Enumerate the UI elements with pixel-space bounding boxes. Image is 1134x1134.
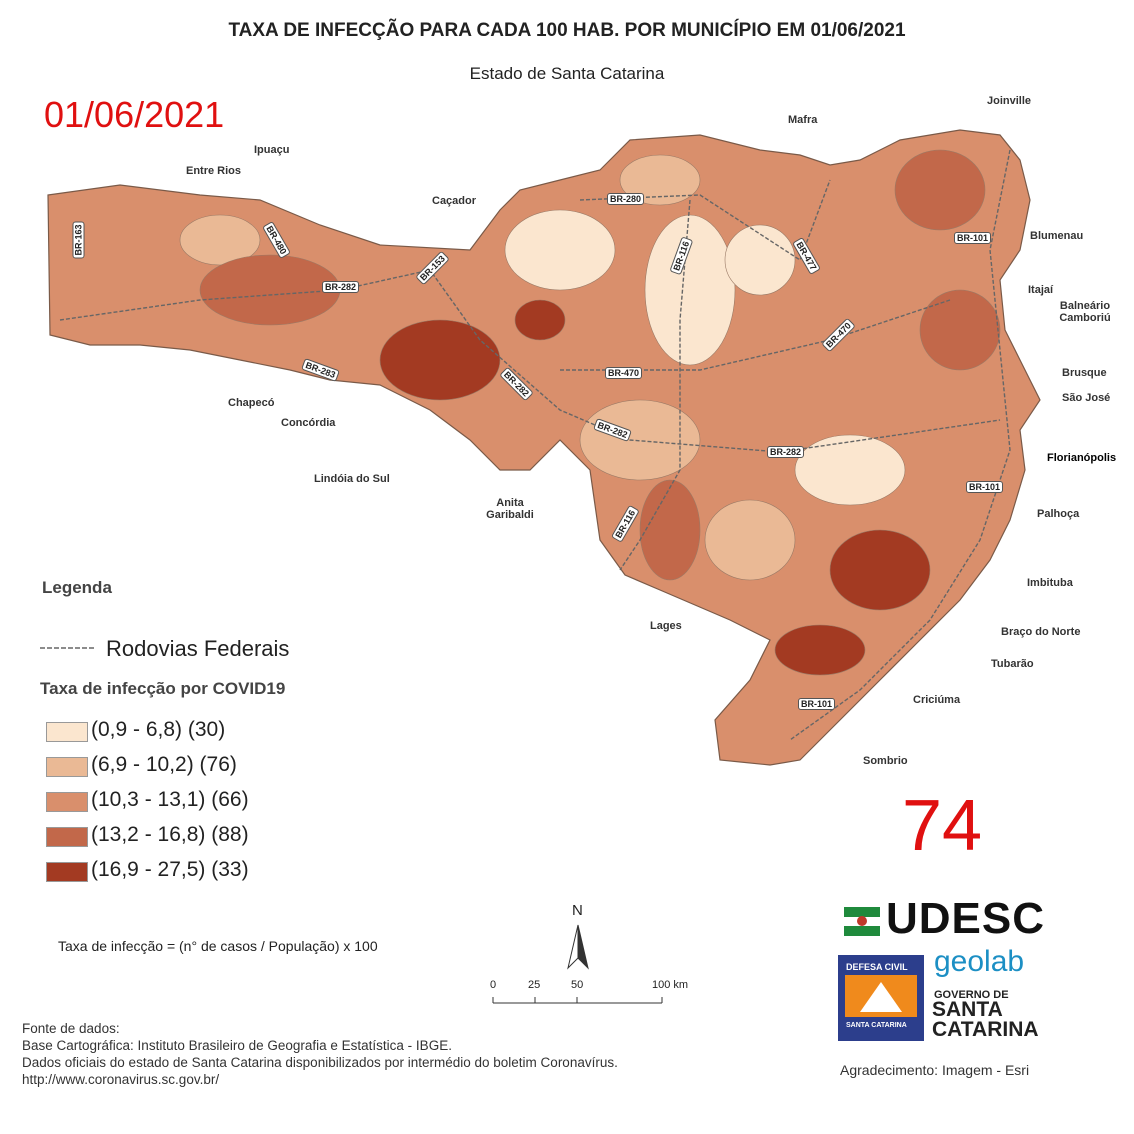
city-label: Mafra: [788, 114, 818, 126]
road-label: BR-280: [607, 193, 645, 205]
region: [639, 479, 701, 581]
road-line: [789, 149, 1011, 741]
city-label: Balneário Camboriú: [1059, 300, 1111, 324]
legend-label: (16,9 - 27,5) (33): [91, 858, 249, 881]
road-line: [59, 269, 1001, 453]
legend-swatch: [46, 722, 88, 742]
road-label: BR-470: [605, 367, 643, 379]
city-label: Braço do Norte: [1001, 626, 1081, 638]
region: [619, 154, 701, 206]
city-label: Imbituba: [1027, 577, 1073, 589]
subtitle: Estado de Santa Catarina: [469, 64, 665, 83]
road-line: [619, 199, 691, 571]
defesa-text: DEFESA CIVIL: [846, 962, 908, 972]
legend-swatch: [46, 862, 88, 882]
udesc-mark: [844, 907, 880, 936]
city-label: Criciúma: [913, 694, 961, 706]
legend-label: (0,9 - 6,8) (30): [91, 718, 226, 741]
scale-bar: [492, 997, 663, 1004]
road-label: BR-282: [322, 281, 360, 293]
city-label: Caçador: [432, 195, 477, 207]
city-label: Palhoça: [1037, 508, 1080, 520]
defesa-sub: SANTA CATARINA: [846, 1022, 907, 1029]
legend-label: (6,9 - 10,2) (76): [91, 753, 237, 776]
region: [724, 224, 796, 296]
region: [514, 299, 566, 341]
legend-title: Legenda: [42, 578, 112, 597]
region: [829, 529, 931, 611]
legend-swatch: [46, 792, 88, 812]
source-line: http://www.coronavirus.sc.gov.br/: [22, 1072, 220, 1087]
logo-block: [844, 907, 880, 917]
city-label: São José: [1062, 392, 1111, 404]
city-label: Tubarão: [991, 658, 1034, 670]
legend-classes-title: Taxa de infecção por COVID19: [40, 679, 286, 698]
gov-text: GOVERNO DE: [934, 989, 1009, 1001]
city-label: Entre Rios: [186, 165, 242, 177]
source-line: Fonte de dados:: [22, 1021, 120, 1036]
count: 74: [902, 786, 983, 866]
region: [644, 214, 736, 366]
city-label: Anita Garibaldi: [486, 497, 534, 521]
city-label: Itajaí: [1028, 284, 1054, 296]
source-line: Dados oficiais do estado de Santa Catari…: [22, 1055, 618, 1070]
city-label: Lindóia do Sul: [314, 473, 390, 485]
credit: Agradecimento: Imagem - Esri: [840, 1062, 1030, 1078]
legend-road-label: Rodovias Federais: [106, 636, 290, 661]
road-label: BR-101: [954, 232, 992, 244]
city-label: Florianópolis: [1047, 452, 1117, 464]
legend-swatch: [46, 827, 88, 847]
region: [579, 399, 701, 481]
region: [704, 499, 796, 581]
geolab-logo: geolab: [934, 945, 1025, 978]
source-line: Base Cartográfica: Instituto Brasileiro …: [22, 1038, 452, 1053]
defesa-logo: [838, 955, 924, 1041]
north-arrow: [567, 924, 589, 970]
city-label: Sombrio: [863, 755, 908, 767]
legend-label: (10,3 - 13,1) (66): [91, 788, 249, 811]
scale-label: 25: [528, 979, 541, 991]
city-label: Chapecó: [228, 397, 275, 409]
title: TAXA DE INFECÇÃO PARA CADA 100 HAB. POR …: [228, 20, 906, 41]
region: [504, 209, 616, 291]
arrow: [567, 924, 579, 970]
municipality-shading: [179, 149, 1001, 676]
scale-label: 100 km: [652, 979, 689, 991]
region: [379, 319, 501, 401]
region: [199, 254, 341, 326]
udesc-logo: UDESC: [886, 894, 1046, 943]
arrow: [577, 924, 589, 970]
road-label: BR-282: [767, 446, 805, 458]
gov-state: SANTA CATARINA: [932, 998, 1039, 1041]
road-label: BR-101: [966, 481, 1004, 493]
region: [794, 434, 906, 506]
legend-swatch: [46, 757, 88, 777]
scale-label: 0: [490, 979, 497, 991]
city-label: Joinville: [987, 95, 1032, 107]
city-label: Brusque: [1062, 367, 1107, 379]
city-label: Blumenau: [1030, 230, 1084, 242]
city-label: Lages: [650, 620, 682, 632]
region: [179, 214, 261, 266]
region: [894, 149, 986, 231]
date-stamp: 01/06/2021: [44, 94, 225, 135]
formula: Taxa de infecção = (n° de casos / Popula…: [58, 938, 378, 954]
road-label: BR-101: [798, 698, 836, 710]
region: [919, 289, 1001, 371]
logo-block: [844, 926, 880, 936]
logo-dot: [857, 916, 867, 926]
legend-label: (13,2 - 16,8) (88): [91, 823, 249, 846]
city-label: Concórdia: [281, 417, 336, 429]
city-label: Ipuaçu: [254, 144, 290, 156]
road-label: BR-163: [72, 221, 85, 259]
region: [774, 624, 866, 676]
north-label: N: [572, 902, 583, 919]
logo-triangle: [860, 982, 902, 1012]
scale-label: 50: [571, 979, 584, 991]
